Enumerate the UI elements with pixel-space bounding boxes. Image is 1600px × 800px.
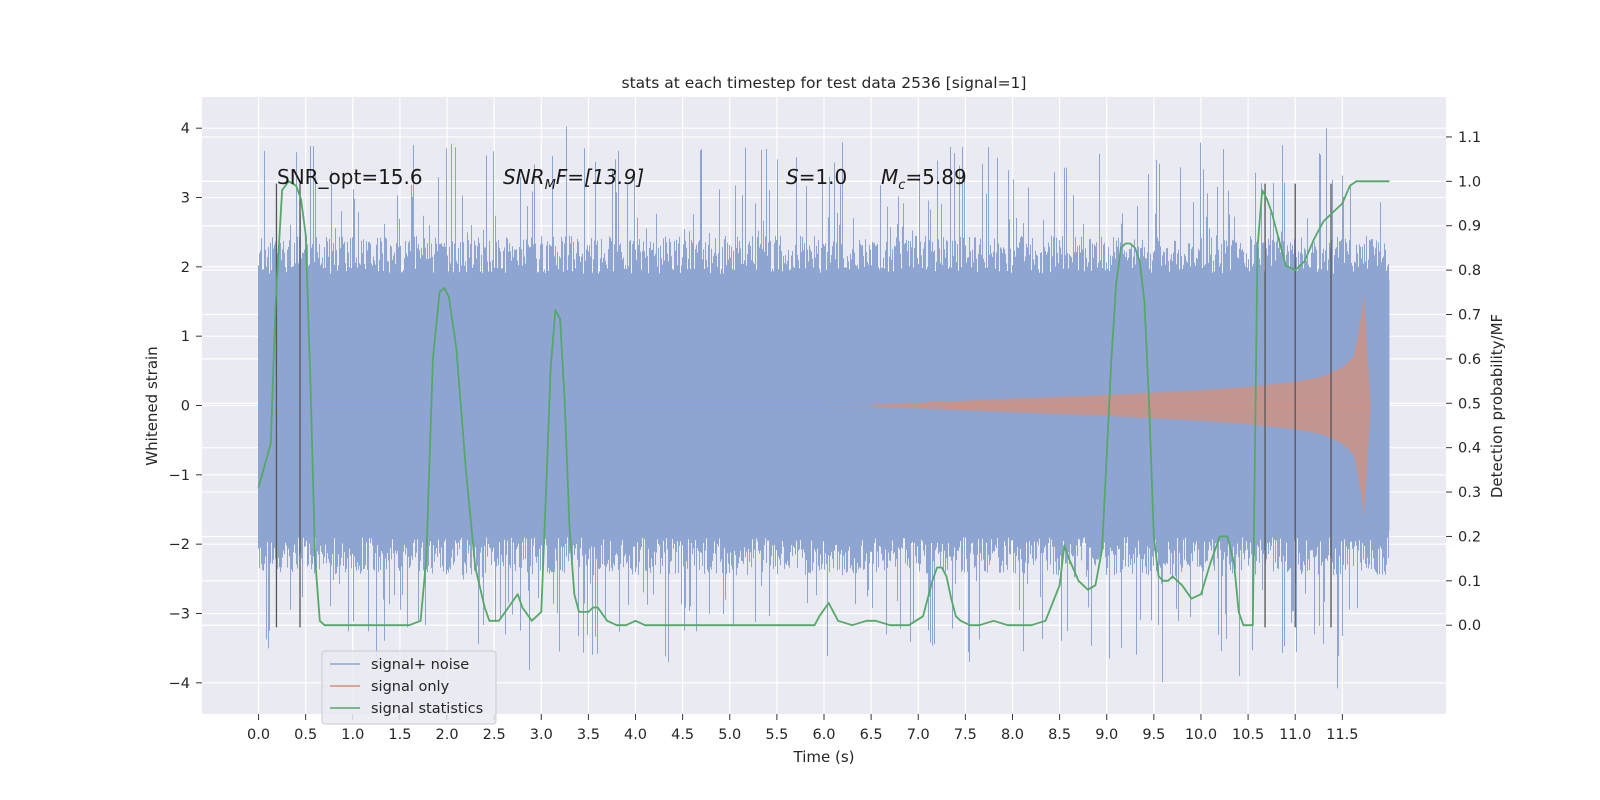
- y-right-tick-label: 1.1: [1458, 130, 1481, 146]
- annotation-s: S=1.0: [786, 165, 847, 189]
- legend-label-signal-noise: signal+ noise: [371, 657, 469, 673]
- y-tick-label: −1: [169, 468, 190, 484]
- x-tick-label: 8.5: [1048, 727, 1071, 743]
- y-right-tick-label: 0.8: [1458, 263, 1481, 279]
- annotation-mc-value: =5.89: [905, 165, 966, 189]
- annotations: SNR_opt=15.6 SNRMF=[13.9] S=1.0 Mc=5.89: [277, 165, 967, 193]
- y-tick-label: −2: [169, 537, 190, 553]
- y-right-tick-label: 0.4: [1458, 441, 1481, 457]
- x-tick-label: 0.5: [294, 727, 317, 743]
- x-axis-ticks: 0.0 0.5 1.0 1.5 2.0 2.5 3.0 3.5 4.0 4.5 5.0 5.5 6.0 6…: [247, 714, 1358, 743]
- x-tick-label: 6.5: [860, 727, 883, 743]
- x-tick-label: 11.0: [1279, 727, 1311, 743]
- legend-item-signal-statistics: signal statistics: [330, 701, 483, 717]
- x-axis-label: Time (s): [793, 748, 855, 766]
- y-tick-label: 4: [181, 121, 190, 137]
- annotation-mc-sub: c: [898, 178, 905, 193]
- annotation-snr-opt: SNR_opt=15.6: [277, 165, 423, 189]
- annotation-s-value: =1.0: [799, 165, 848, 189]
- annotation-snr-mf-value: F=[13.9]: [556, 165, 644, 189]
- y-right-tick-label: 0.3: [1458, 485, 1481, 501]
- x-tick-label: 10.0: [1185, 727, 1217, 743]
- x-tick-label: 4.5: [671, 727, 694, 743]
- x-tick-label: 10.5: [1232, 727, 1264, 743]
- series-signal-only: [258, 294, 1371, 517]
- statistics-line: [257, 180, 1390, 627]
- y-right-tick-label: 0.7: [1458, 308, 1481, 324]
- y-right-tick-label: 0.2: [1458, 529, 1481, 545]
- annotation-snr-mf: SNRMF=[13.9]: [503, 165, 644, 193]
- x-tick-label: 7.5: [954, 727, 977, 743]
- y-right-tick-label: 0.1: [1458, 574, 1481, 590]
- y-right-tick-label: 0.0: [1458, 618, 1481, 634]
- x-tick-label: 9.0: [1095, 727, 1118, 743]
- x-tick-label: 5.5: [765, 727, 788, 743]
- y-axis-label: Whitened strain: [143, 346, 161, 465]
- x-tick-label: 0.0: [247, 727, 270, 743]
- x-tick-label: 1.0: [341, 727, 364, 743]
- legend-item-signal-only: signal only: [330, 679, 450, 695]
- y-tick-label: 2: [181, 260, 190, 276]
- y-tick-label: −3: [169, 606, 190, 622]
- legend-label-signal-statistics: signal statistics: [371, 701, 483, 717]
- y-right-tick-label: 1.0: [1458, 174, 1481, 190]
- legend-box: [321, 650, 497, 725]
- x-tick-label: 2.5: [483, 727, 506, 743]
- y-tick-label: 0: [181, 399, 190, 415]
- annotation-snr-mf-sub: M: [545, 178, 556, 193]
- x-tick-label: 3.5: [577, 727, 600, 743]
- legend: signal+ noise signal only signal statist…: [321, 650, 497, 725]
- y-axis-ticks: −4 −3 −2 −1 0 1 2 3 4: [169, 121, 202, 692]
- y-axis-right-ticks: 0.0 0.1 0.2 0.3 0.4 0.5 0.6 0.7 0.8 0.9 1.0 1.1: [1446, 130, 1481, 634]
- x-tick-label: 4.0: [624, 727, 647, 743]
- x-tick-label: 6.0: [812, 727, 835, 743]
- x-tick-label: 9.5: [1142, 727, 1165, 743]
- y-right-tick-label: 0.9: [1458, 219, 1481, 235]
- x-tick-label: 11.5: [1326, 727, 1358, 743]
- annotation-mc-symbol: M: [881, 165, 898, 189]
- y-tick-label: −4: [169, 676, 190, 692]
- annotation-s-symbol: S: [786, 165, 799, 189]
- x-tick-label: 5.0: [718, 727, 741, 743]
- legend-item-signal-noise: signal+ noise: [330, 657, 469, 673]
- x-tick-label: 8.0: [1001, 727, 1024, 743]
- y-right-tick-label: 0.5: [1458, 396, 1481, 412]
- legend-label-signal-only: signal only: [371, 679, 450, 695]
- y-right-tick-label: 0.6: [1458, 352, 1481, 368]
- y-tick-label: 1: [181, 329, 190, 345]
- y-axis-right-label: Detection probability/MF: [1488, 314, 1506, 498]
- x-tick-label: 1.5: [388, 727, 411, 743]
- vertical-markers: [275, 183, 1332, 628]
- x-tick-label: 7.0: [907, 727, 930, 743]
- annotation-snr-mf-symbol: SNR: [503, 165, 545, 189]
- chart-title: stats at each timestep for test data 253…: [622, 74, 1027, 92]
- annotation-mc: Mc=5.89: [881, 165, 967, 193]
- x-tick-label: 3.0: [530, 727, 553, 743]
- y-tick-label: 3: [181, 191, 190, 207]
- x-tick-label: 2.0: [435, 727, 458, 743]
- series-signal-statistics: [257, 180, 1390, 627]
